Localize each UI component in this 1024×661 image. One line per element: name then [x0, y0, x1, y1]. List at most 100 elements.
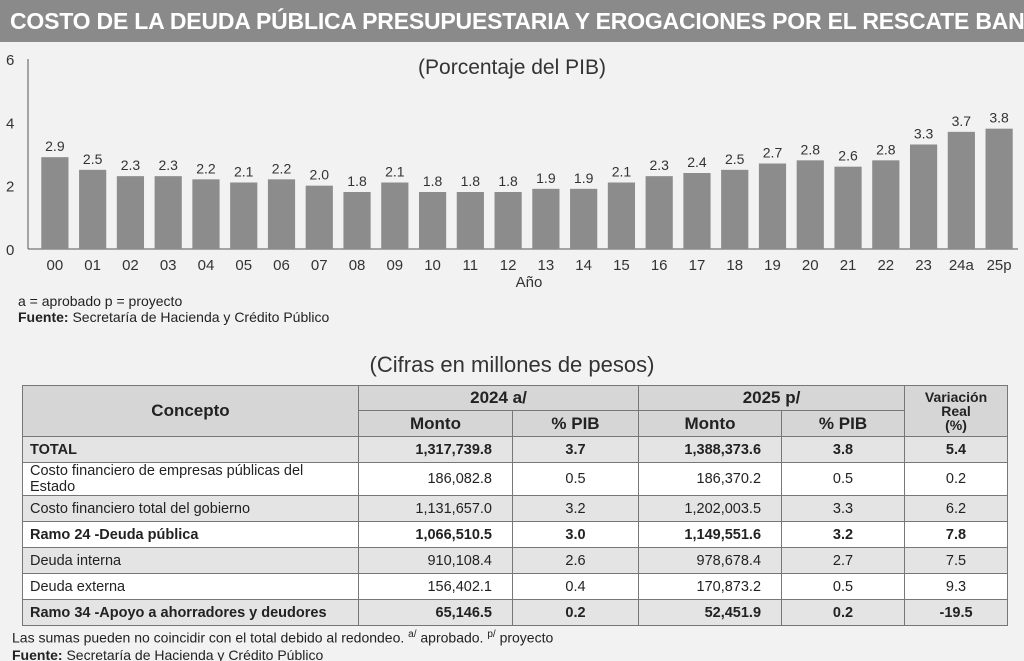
- footer-source: Fuente: Secretaría de Hacienda y Crédito…: [12, 647, 553, 661]
- header-year-2025: 2025 p/: [638, 385, 906, 411]
- bar-13: [532, 188, 560, 249]
- table-row: Ramo 24 -Deuda pública 1,066,510.5 3.0 1…: [22, 521, 1009, 548]
- data-label: 1.8: [347, 173, 367, 189]
- y-tick-label: 2: [6, 179, 14, 196]
- chart-notes: a = aprobado p = proyecto Fuente: Secret…: [18, 293, 329, 325]
- bar-20: [796, 160, 824, 249]
- bar-22: [872, 160, 900, 249]
- debt-table: Concepto 2024 a/ 2025 p/ Variación Real …: [22, 385, 1009, 626]
- cell-concept: Costo financiero total del gobierno: [22, 495, 359, 522]
- cell-pib-2025: 0.2: [781, 599, 906, 626]
- data-label: 2.1: [385, 164, 405, 180]
- cell-pib-2024: 3.0: [511, 521, 640, 548]
- data-label: 2.2: [196, 160, 216, 176]
- bar-18: [721, 169, 749, 249]
- cell-pib-2024: 0.5: [511, 462, 640, 496]
- cell-monto-2024: 65,146.5: [358, 599, 513, 626]
- x-tick-label: 21: [840, 257, 857, 274]
- data-label: 2.8: [801, 141, 821, 157]
- header-variation-line1: Variación: [924, 389, 988, 405]
- cell-concept: Deuda interna: [22, 547, 359, 574]
- data-label: 1.9: [574, 170, 594, 186]
- cell-variation: -19.5: [904, 599, 1009, 626]
- bar-14: [570, 188, 598, 249]
- data-label: 2.1: [612, 164, 632, 180]
- header-concept: Concepto: [22, 385, 359, 437]
- footer-source-label: Fuente:: [12, 646, 63, 661]
- data-label: 3.7: [952, 113, 972, 129]
- header-variation-line2: Real: [941, 403, 971, 419]
- chart-subtitle: (Porcentaje del PIB): [418, 56, 606, 79]
- x-tick-label: 00: [47, 257, 64, 274]
- data-label: 3.8: [989, 110, 1009, 126]
- data-label: 1.9: [536, 170, 556, 186]
- y-tick-label: 0: [6, 242, 14, 259]
- x-tick-label: 25p: [987, 257, 1012, 274]
- notes-source: Fuente: Secretaría de Hacienda y Crédito…: [18, 309, 329, 325]
- data-label: 1.8: [498, 173, 518, 189]
- source-text: Secretaría de Hacienda y Crédito Público: [68, 309, 330, 325]
- table-row: TOTAL 1,317,739.8 3.7 1,388,373.6 3.8 5.…: [22, 436, 1009, 463]
- cell-pib-2025: 3.8: [781, 436, 906, 463]
- bar-17: [683, 173, 711, 249]
- data-label: 2.7: [763, 145, 783, 161]
- x-tick-label: 11: [463, 257, 479, 274]
- data-label: 2.3: [649, 157, 669, 173]
- data-label: 2.3: [121, 157, 141, 173]
- bar-23: [909, 144, 938, 249]
- header-pib-2024: % PIB: [511, 410, 640, 437]
- data-label: 2.0: [310, 167, 330, 183]
- cell-monto-2024: 156,402.1: [358, 573, 513, 600]
- data-label: 2.1: [234, 164, 254, 180]
- cell-monto-2024: 1,131,657.0: [358, 495, 513, 522]
- cell-monto-2025: 170,873.2: [638, 573, 783, 600]
- x-tick-label: 13: [538, 257, 555, 274]
- cell-monto-2025: 186,370.2: [638, 462, 783, 496]
- x-tick-label: 01: [84, 257, 101, 274]
- cell-concept: Ramo 24 -Deuda pública: [22, 521, 359, 548]
- data-label: 3.3: [914, 126, 934, 142]
- cell-concept: TOTAL: [22, 436, 359, 463]
- table-row: Costo financiero total del gobierno 1,13…: [22, 495, 1009, 522]
- x-tick-label: 18: [726, 257, 743, 274]
- cell-variation: 5.4: [904, 436, 1009, 463]
- cell-monto-2025: 1,388,373.6: [638, 436, 783, 463]
- table-row: Costo financiero de empresas públicas de…: [22, 462, 1009, 496]
- data-label: 2.2: [272, 160, 292, 176]
- cell-pib-2024: 3.2: [511, 495, 640, 522]
- bar-19: [758, 163, 787, 249]
- cell-concept: Deuda externa: [22, 573, 359, 600]
- bar-09: [381, 182, 409, 249]
- source-label: Fuente:: [18, 309, 69, 325]
- bar-25p: [985, 128, 1013, 249]
- data-label: 2.5: [725, 151, 745, 167]
- cell-pib-2025: 2.7: [781, 547, 906, 574]
- x-tick-label: 15: [613, 257, 630, 274]
- cell-concept: Costo financiero de empresas públicas de…: [22, 462, 359, 496]
- x-tick-label: 04: [198, 257, 215, 274]
- cell-monto-2024: 1,317,739.8: [358, 436, 513, 463]
- x-tick-label: 19: [764, 257, 781, 274]
- x-tick-label: 02: [122, 257, 139, 274]
- data-label: 1.8: [461, 173, 481, 189]
- table-row: Deuda externa 156,402.1 0.4 170,873.2 0.…: [22, 573, 1009, 600]
- cell-monto-2024: 1,066,510.5: [358, 521, 513, 548]
- header-monto-2025: Monto: [638, 410, 783, 437]
- bar-04: [192, 179, 220, 249]
- footer-note-aprobado: aprobado.: [416, 629, 488, 646]
- bar-16: [645, 176, 673, 249]
- x-tick-label: 05: [235, 257, 252, 274]
- cell-monto-2025: 1,149,551.6: [638, 521, 783, 548]
- x-tick-label: 08: [349, 257, 366, 274]
- x-tick-label: 23: [915, 257, 932, 274]
- x-tick-label: 06: [273, 257, 290, 274]
- bar-12: [494, 192, 522, 249]
- data-label: 2.5: [83, 151, 103, 167]
- table-row: Ramo 34 -Apoyo a ahorradores y deudores …: [22, 599, 1009, 626]
- x-tick-label: 17: [689, 257, 706, 274]
- y-tick-label: 6: [6, 52, 14, 69]
- x-tick-label: 20: [802, 257, 819, 274]
- cell-monto-2024: 910,108.4: [358, 547, 513, 574]
- bar-06: [267, 179, 296, 249]
